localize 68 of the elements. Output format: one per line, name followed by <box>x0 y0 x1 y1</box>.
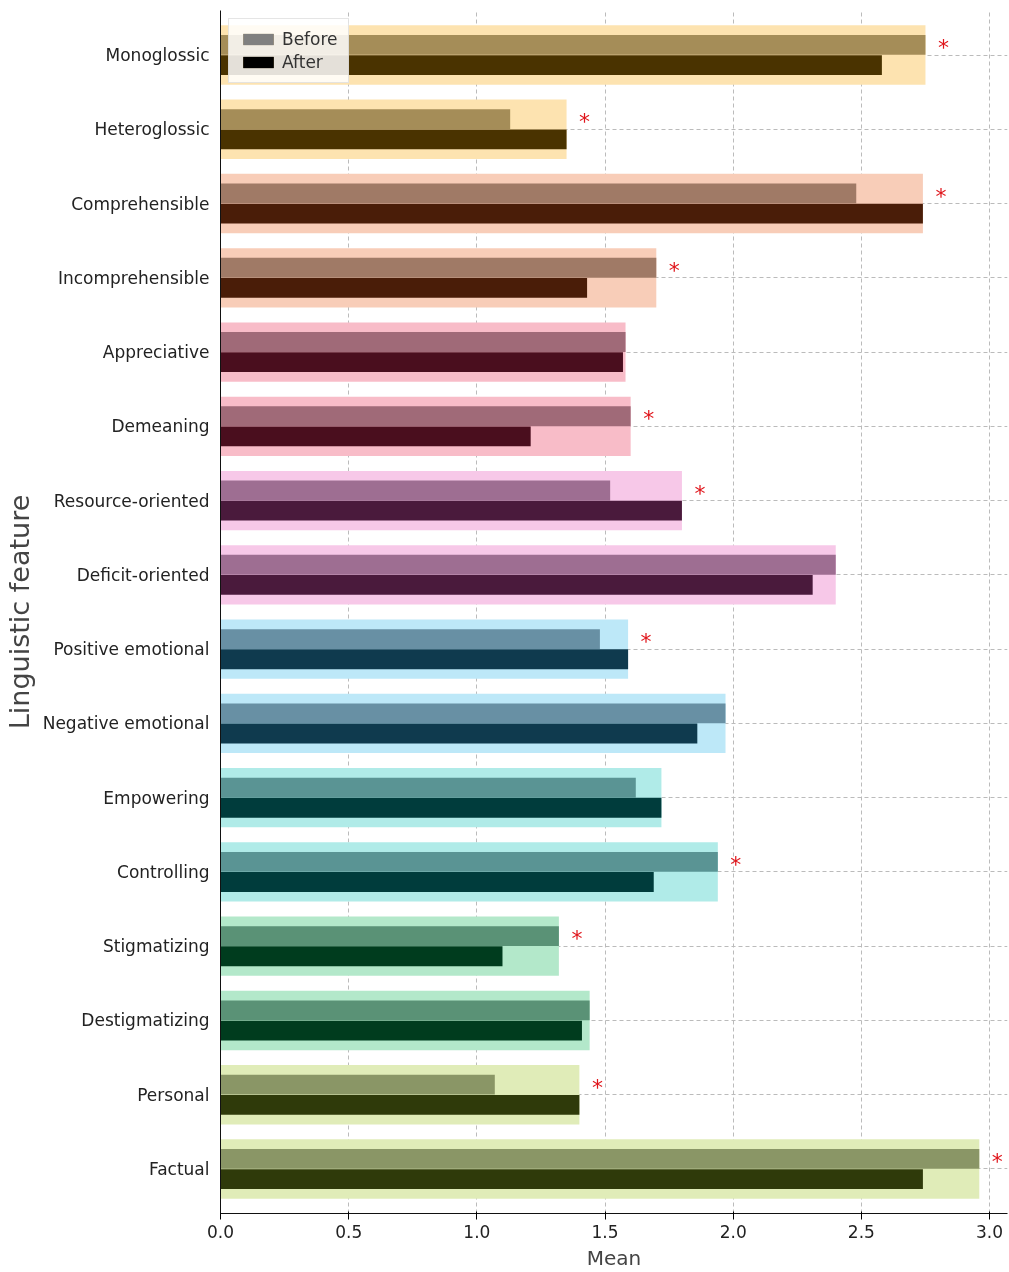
bar <box>220 1169 923 1189</box>
bar <box>220 183 857 204</box>
bar <box>220 797 662 818</box>
annotation: * <box>591 1074 603 1100</box>
bar <box>220 703 726 724</box>
y-axis-title: Linguistic feature <box>3 494 35 730</box>
legend-label: Before <box>282 29 338 49</box>
annotation: * <box>643 406 655 432</box>
y-tick-label: Empowering <box>103 787 210 808</box>
bar <box>220 1020 582 1041</box>
legend-label: After <box>282 52 323 72</box>
x-tick-label: 1.5 <box>591 1221 619 1242</box>
bar <box>220 629 600 649</box>
y-tick-label: Appreciative <box>102 342 210 363</box>
y-tick-label: Destigmatizing <box>81 1010 210 1031</box>
y-tick-label: Demeaning <box>111 416 210 437</box>
annotation: * <box>640 629 652 655</box>
bar <box>220 926 559 946</box>
bar <box>220 575 813 595</box>
x-tick-label: 3.0 <box>976 1221 1004 1242</box>
bar <box>220 426 531 447</box>
bar <box>220 480 611 501</box>
bar <box>220 352 623 373</box>
y-tick-label: Personal <box>137 1084 210 1105</box>
y-tick-label: Incomprehensible <box>57 267 210 288</box>
y-tick-label: Negative emotional <box>42 713 210 734</box>
bar <box>220 1094 580 1115</box>
bar <box>220 777 636 798</box>
y-tick-label: Controlling <box>117 861 210 882</box>
x-tick-label: 2.0 <box>719 1221 747 1242</box>
bar <box>220 723 698 744</box>
y-tick-label: Comprehensible <box>71 193 210 214</box>
annotation: * <box>935 183 947 209</box>
bar <box>220 129 567 150</box>
x-axis-title: Mean <box>586 1245 642 1270</box>
bar <box>220 872 654 892</box>
x-tick-label: 1.0 <box>463 1221 491 1242</box>
y-tick-label: Factual <box>148 1158 210 1179</box>
y-tick-label: Stigmatizing <box>102 936 210 957</box>
bar <box>220 946 503 967</box>
bar <box>220 406 631 427</box>
bar <box>220 332 626 352</box>
annotation: * <box>694 480 706 506</box>
annotation: * <box>579 109 591 135</box>
bar <box>220 109 511 130</box>
y-tick-label: Deficit-oriented <box>76 564 210 585</box>
x-tick-label: 2.5 <box>847 1221 875 1242</box>
bar <box>220 1148 980 1169</box>
y-tick-label: Monoglossic <box>105 45 210 66</box>
bar <box>220 203 923 224</box>
annotation: * <box>937 35 949 61</box>
bar <box>220 500 682 521</box>
annotation: * <box>991 1149 1003 1175</box>
bar <box>220 1000 590 1021</box>
bar <box>220 257 657 278</box>
annotation: * <box>571 926 583 952</box>
x-tick-label: 0.0 <box>206 1221 235 1242</box>
annotation: * <box>730 851 742 877</box>
x-tick-label: 0.5 <box>335 1221 363 1242</box>
y-tick-label: Heteroglossic <box>94 119 210 140</box>
y-tick-label: Positive emotional <box>53 639 210 660</box>
bar <box>220 851 718 872</box>
bar <box>220 1074 495 1095</box>
bar <box>220 278 588 298</box>
bar <box>220 649 629 670</box>
annotation: * <box>668 257 680 283</box>
bar <box>220 554 836 575</box>
y-tick-label: Resource-oriented <box>53 490 210 511</box>
